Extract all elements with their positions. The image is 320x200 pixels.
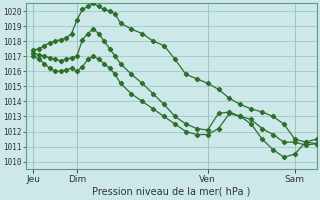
X-axis label: Pression niveau de la mer( hPa ): Pression niveau de la mer( hPa ) xyxy=(92,187,251,197)
